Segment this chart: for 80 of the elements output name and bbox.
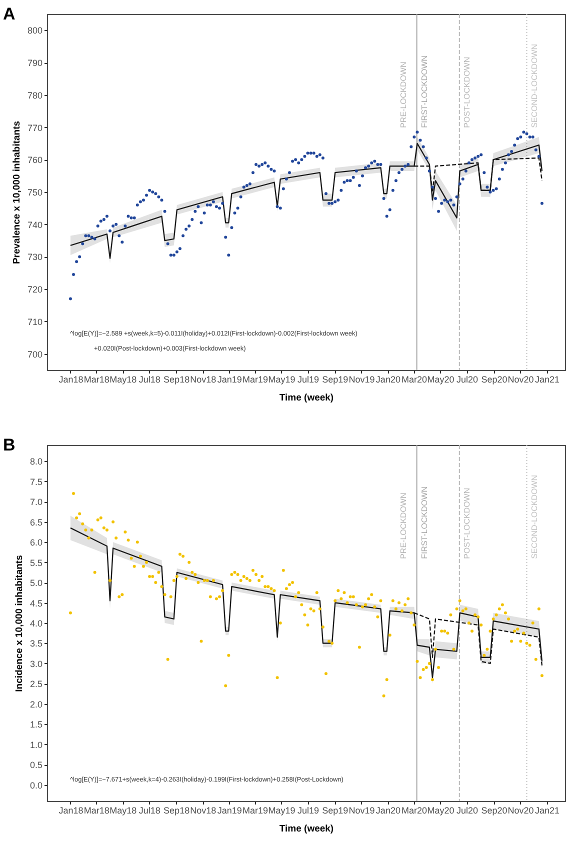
y-tick-label: 2.0 (30, 699, 42, 710)
y-tick-label: 1.5 (30, 720, 42, 730)
x-tick-label: Jan18 (58, 806, 84, 816)
y-tick-label: 780 (27, 90, 42, 100)
y-tick-label: 5.0 (30, 578, 42, 588)
y-tick-label: 3.5 (30, 638, 42, 649)
y-axis-title: Incidence x 10,000 inhabitants (14, 555, 25, 692)
y-tick-label: 0.5 (30, 760, 42, 770)
y-tick-label: 710 (27, 316, 42, 327)
y-tick-label: 4.5 (30, 598, 42, 608)
y-tick-label: 6.5 (30, 517, 42, 528)
x-tick-label: May19 (268, 374, 296, 384)
y-tick-label: 800 (27, 26, 42, 36)
x-tick-label: Jul20 (456, 806, 478, 816)
x-tick-label: Jul18 (138, 806, 160, 816)
y-tick-label: 0.0 (30, 780, 42, 790)
x-tick-label: Sep20 (481, 374, 508, 384)
y-tick-label: 5.5 (30, 558, 42, 568)
y-tick-label: 730 (27, 252, 42, 262)
x-tick-label: Jan19 (217, 806, 242, 816)
x-tick-label: Mar20 (402, 806, 428, 816)
x-tick-label: Jul19 (297, 806, 319, 816)
x-tick-label: May20 (427, 374, 454, 384)
ref-line-label: FIRST-LOCKDOWN (420, 486, 429, 559)
y-tick-label: 770 (27, 122, 42, 133)
x-tick-label: Jan20 (376, 806, 400, 816)
x-tick-label: Sep18 (164, 374, 190, 384)
annotation: PRE-LOCKDOWN (398, 492, 408, 559)
x-tick-label: May18 (110, 806, 137, 816)
x-tick-label: Jul20 (456, 374, 478, 384)
y-tick-label: 790 (27, 58, 42, 68)
y-tick-label: 6.0 (30, 538, 42, 548)
y-tick-label: 8.0 (30, 456, 42, 467)
x-axis-title: Time (week) (279, 392, 334, 404)
x-tick-label: Sep18 (164, 806, 190, 816)
y-tick-label: 720 (27, 284, 42, 295)
x-tick-label: Jan18 (58, 374, 84, 384)
y-tick-label: 1.0 (30, 740, 42, 750)
x-tick-label: May20 (427, 806, 454, 816)
y-tick-label: 2.5 (30, 679, 42, 690)
y-tick-label: 740 (27, 220, 42, 230)
chart-title: B (3, 436, 16, 454)
x-tick-label: Mar19 (242, 374, 268, 384)
x-tick-label: Jan21 (534, 806, 560, 816)
y-tick-label: 7.0 (30, 497, 42, 508)
x-tick-label: Jul18 (138, 374, 160, 384)
x-tick-label: Mar19 (242, 806, 268, 816)
x-tick-label: Nov18 (190, 374, 216, 384)
y-tick-label: 750 (27, 188, 42, 198)
x-tick-label: Jan19 (217, 374, 242, 384)
x-tick-label: Nov20 (508, 374, 534, 384)
ref-line-label: POST-LOCKDOWN (462, 56, 472, 128)
x-tick-label: Nov19 (348, 374, 375, 384)
x-tick-label: Sep20 (481, 806, 508, 816)
x-axis-title: Time (week) (279, 824, 334, 834)
annotation: PRE-LOCKDOWN (398, 61, 408, 128)
y-tick-label: 760 (27, 155, 42, 166)
x-tick-label: May18 (110, 374, 137, 384)
y-tick-label: 4.0 (30, 618, 42, 628)
x-tick-label: Nov20 (508, 806, 534, 816)
y-tick-label: 700 (27, 349, 42, 360)
x-tick-label: May19 (268, 806, 296, 816)
chart-title: A (3, 4, 16, 24)
x-tick-label: Sep19 (322, 806, 348, 816)
x-tick-label: Jan20 (376, 374, 400, 384)
y-axis-title: Prevalence x 10,000 inhabitants (11, 120, 22, 264)
x-tick-label: Mar18 (84, 806, 110, 816)
ref-line-label: POST-LOCKDOWN (462, 488, 472, 559)
x-tick-label: Nov18 (190, 806, 216, 816)
x-tick-label: Mar20 (402, 374, 428, 384)
ref-line-label: FIRST-LOCKDOWN (420, 55, 429, 128)
ref-line-label: SECOND-LOCKDOWN (530, 474, 539, 559)
x-tick-label: Jul19 (297, 374, 319, 384)
x-tick-label: Jan21 (534, 374, 560, 384)
y-tick-label: 3.0 (30, 658, 42, 669)
ref-line-label: SECOND-LOCKDOWN (530, 44, 539, 128)
x-tick-label: Mar18 (84, 374, 110, 384)
x-tick-label: Nov19 (348, 806, 375, 816)
x-tick-label: Sep19 (322, 374, 348, 384)
y-tick-label: 7.5 (30, 476, 42, 487)
